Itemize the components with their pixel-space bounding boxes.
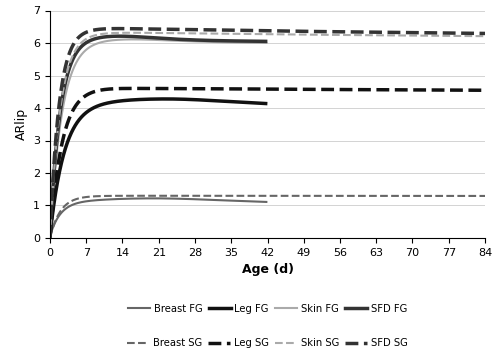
Legend: Breast SG, Leg SG, Skin SG, SFD SG: Breast SG, Leg SG, Skin SG, SFD SG — [123, 334, 412, 350]
Y-axis label: ARlip: ARlip — [14, 108, 28, 140]
X-axis label: Age (d): Age (d) — [242, 263, 294, 276]
